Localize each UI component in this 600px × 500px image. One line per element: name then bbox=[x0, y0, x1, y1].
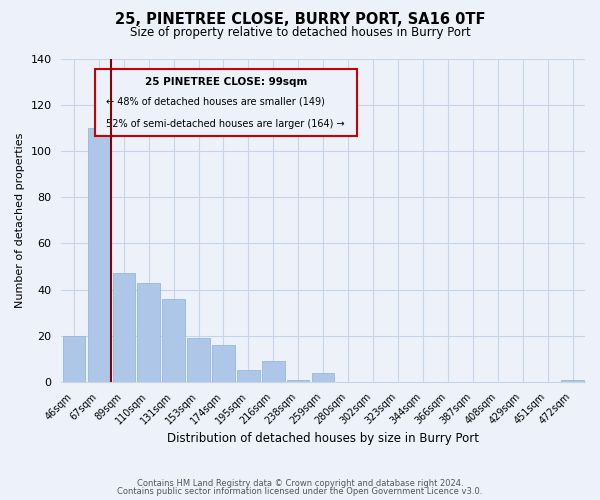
Y-axis label: Number of detached properties: Number of detached properties bbox=[15, 132, 25, 308]
Bar bbox=[562, 380, 584, 382]
Bar bbox=[137, 282, 160, 382]
Bar bbox=[113, 274, 135, 382]
Bar bbox=[163, 299, 185, 382]
Bar bbox=[62, 336, 85, 382]
Bar bbox=[187, 338, 210, 382]
Text: 25, PINETREE CLOSE, BURRY PORT, SA16 0TF: 25, PINETREE CLOSE, BURRY PORT, SA16 0TF bbox=[115, 12, 485, 28]
Text: 25 PINETREE CLOSE: 99sqm: 25 PINETREE CLOSE: 99sqm bbox=[145, 77, 308, 87]
Bar bbox=[212, 345, 235, 382]
FancyBboxPatch shape bbox=[95, 68, 357, 136]
Text: Contains HM Land Registry data © Crown copyright and database right 2024.: Contains HM Land Registry data © Crown c… bbox=[137, 478, 463, 488]
Text: 52% of semi-detached houses are larger (164) →: 52% of semi-detached houses are larger (… bbox=[106, 118, 344, 128]
Bar bbox=[312, 372, 334, 382]
Text: ← 48% of detached houses are smaller (149): ← 48% of detached houses are smaller (14… bbox=[106, 96, 325, 106]
Bar bbox=[88, 128, 110, 382]
Text: Contains public sector information licensed under the Open Government Licence v3: Contains public sector information licen… bbox=[118, 487, 482, 496]
Bar bbox=[287, 380, 310, 382]
Bar bbox=[237, 370, 260, 382]
Bar bbox=[262, 361, 284, 382]
Text: Size of property relative to detached houses in Burry Port: Size of property relative to detached ho… bbox=[130, 26, 470, 39]
X-axis label: Distribution of detached houses by size in Burry Port: Distribution of detached houses by size … bbox=[167, 432, 479, 445]
